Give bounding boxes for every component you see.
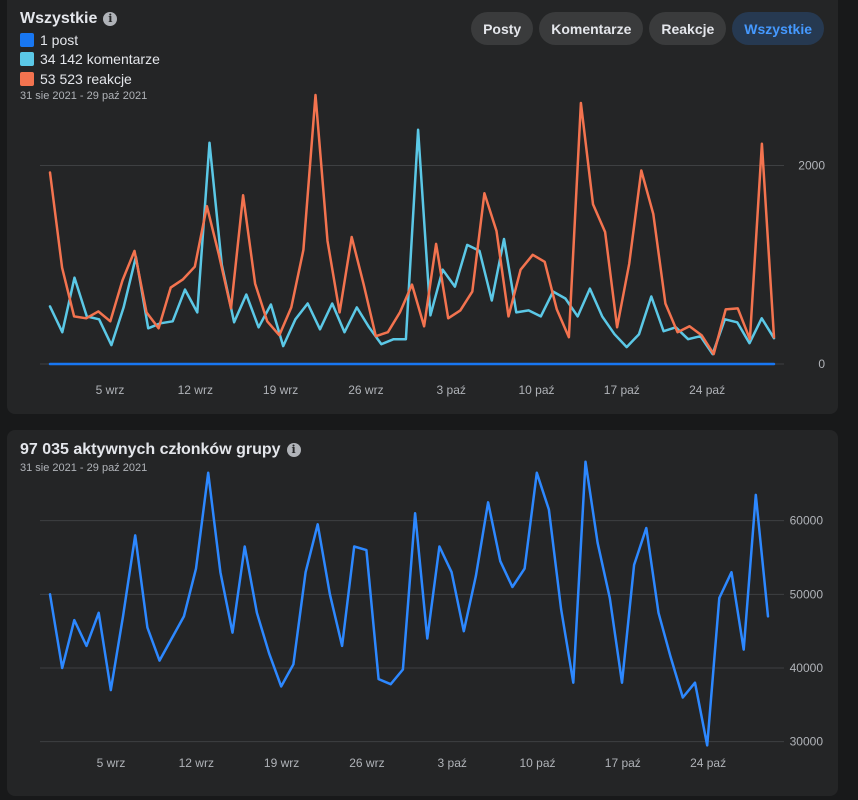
filter-tabs: Posty Komentarze Reakcje Wszystkie <box>471 12 824 45</box>
series-line-2 <box>48 93 776 356</box>
legend-swatch <box>20 52 34 67</box>
x-tick-label: 19 wrz <box>264 756 299 770</box>
card-title-text: Wszystkie <box>20 10 98 27</box>
date-range: 31 sie 2021 - 29 paź 2021 <box>20 462 148 474</box>
legend-label: 1 post <box>40 31 79 48</box>
active-members-line-chart: 30000 40000 50000 60000 5 wrz 12 wrz 19 wrz 26 … <box>40 460 824 770</box>
x-tick-label: 10 paź <box>518 383 554 397</box>
card-title: Wszystkie i <box>20 10 118 28</box>
y-tick-label: 2000 <box>798 159 825 173</box>
x-tick-label: 5 wrz <box>97 756 126 770</box>
x-tick-label: 12 wrz <box>178 383 213 397</box>
x-tick-label: 24 paź <box>690 756 726 770</box>
series-line-0 <box>48 460 770 747</box>
x-tick-label: 26 wrz <box>348 383 383 397</box>
legend-item-comments: 34 142 komentarze <box>20 50 160 70</box>
x-tick-label: 3 paź <box>438 756 467 770</box>
x-tick-label: 17 paź <box>605 756 641 770</box>
date-range: 31 sie 2021 - 29 paź 2021 <box>20 90 148 102</box>
y-tick-label: 60000 <box>790 514 824 528</box>
legend-swatch <box>20 32 34 47</box>
x-tick-label: 17 paź <box>604 383 640 397</box>
card-all-activity: Wszystkie i 1 post 34 142 komentarze 53 … <box>7 0 838 414</box>
card-title-text: 97 035 aktywnych członków grupy <box>20 441 281 458</box>
x-tick-label: 26 wrz <box>349 756 384 770</box>
x-tick-label: 12 wrz <box>179 756 214 770</box>
x-tick-label: 19 wrz <box>263 383 298 397</box>
legend-item-reactions: 53 523 reakcje <box>20 69 160 89</box>
tab-posts[interactable]: Posty <box>471 12 534 45</box>
legend: 1 post 34 142 komentarze 53 523 reakcje <box>20 30 160 89</box>
activity-line-chart: 0 2000 5 wrz 12 wrz 19 wrz 26 wrz 3 paź 10 paź 1… <box>40 93 825 397</box>
legend-item-posts: 1 post <box>20 30 160 50</box>
legend-label: 53 523 reakcje <box>40 70 132 87</box>
info-icon[interactable]: i <box>286 443 301 457</box>
y-tick-label: 0 <box>818 357 825 371</box>
y-tick-label: 50000 <box>790 587 824 601</box>
tab-all[interactable]: Wszystkie <box>732 12 824 45</box>
tab-reactions[interactable]: Reakcje <box>649 12 727 45</box>
legend-swatch <box>20 71 34 86</box>
card-active-members: 97 035 aktywnych członków grupy i 31 sie… <box>7 430 838 796</box>
card-title: 97 035 aktywnych członków grupy i <box>20 441 301 459</box>
series-line-1 <box>48 128 776 356</box>
y-tick-label: 40000 <box>790 661 824 675</box>
info-icon[interactable]: i <box>103 12 118 26</box>
legend-label: 34 142 komentarze <box>40 51 160 68</box>
x-tick-label: 10 paź <box>519 756 555 770</box>
y-tick-label: 30000 <box>790 735 824 749</box>
tab-comments[interactable]: Komentarze <box>539 12 644 45</box>
x-tick-label: 5 wrz <box>96 383 125 397</box>
x-tick-label: 3 paź <box>437 383 466 397</box>
x-tick-label: 24 paź <box>689 383 725 397</box>
